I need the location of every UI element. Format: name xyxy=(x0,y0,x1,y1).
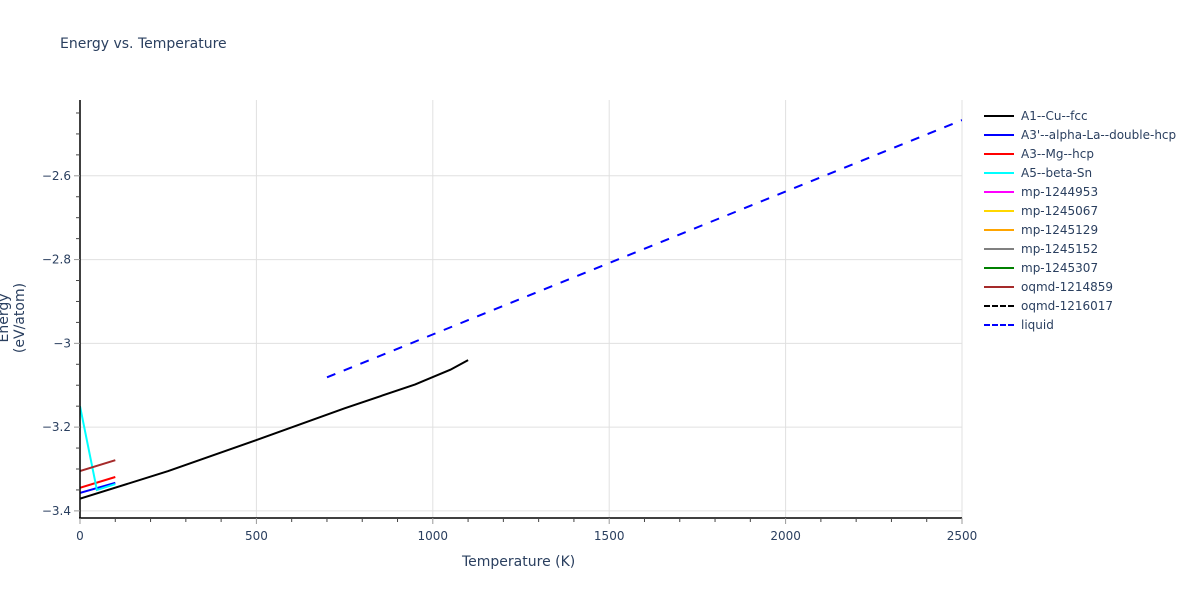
legend-item[interactable]: mp-1245307 xyxy=(984,258,1176,277)
y-tick-label: −3.4 xyxy=(42,504,71,518)
x-axis-label: Temperature (K) xyxy=(462,554,576,570)
y-tick-label: −3 xyxy=(53,336,71,350)
legend-label: A5--beta-Sn xyxy=(1021,165,1093,180)
series-line[interactable] xyxy=(80,359,469,500)
y-axis-label: Energy (eV/atom) xyxy=(0,282,28,354)
legend-swatch-icon xyxy=(984,285,1014,288)
y-tick-label: −3.2 xyxy=(42,420,71,434)
legend-item[interactable]: A5--beta-Sn xyxy=(984,163,1176,182)
legend: A1--Cu--fcc A3'--alpha-La--double-hcp A3--… xyxy=(984,106,1176,334)
legend-swatch-icon xyxy=(984,209,1014,212)
series-line[interactable] xyxy=(326,119,962,379)
legend-label: A3--Mg--hcp xyxy=(1021,146,1094,161)
legend-label: mp-1245067 xyxy=(1021,203,1099,218)
series-line[interactable] xyxy=(80,481,116,494)
series-lines xyxy=(80,119,962,500)
legend-label: A1--Cu--fcc xyxy=(1021,108,1088,123)
legend-item[interactable]: A1--Cu--fcc xyxy=(984,106,1176,125)
chart-title: Energy vs. Temperature xyxy=(60,36,227,52)
legend-label: liquid xyxy=(1021,317,1054,332)
legend-label: oqmd-1214859 xyxy=(1021,279,1114,294)
legend-label: oqmd-1216017 xyxy=(1021,298,1114,313)
legend-item[interactable]: oqmd-1214859 xyxy=(984,277,1176,296)
legend-swatch-icon xyxy=(984,304,1014,307)
legend-label: A3'--alpha-La--double-hcp xyxy=(1021,127,1177,142)
series-line[interactable] xyxy=(80,476,116,489)
legend-label: mp-1245129 xyxy=(1021,222,1099,237)
x-tick-label: 1500 xyxy=(594,529,625,543)
legend-swatch-icon xyxy=(984,133,1014,136)
legend-item[interactable]: A3--Mg--hcp xyxy=(984,144,1176,163)
x-tick-label: 0 xyxy=(76,529,84,543)
legend-swatch-icon xyxy=(984,247,1014,250)
series-line[interactable] xyxy=(80,459,116,473)
legend-swatch-icon xyxy=(984,323,1014,326)
x-tick-label: 1000 xyxy=(418,529,449,543)
legend-item[interactable]: oqmd-1216017 xyxy=(984,296,1176,315)
legend-item[interactable]: mp-1245152 xyxy=(984,239,1176,258)
gridlines xyxy=(80,100,963,518)
legend-item[interactable]: mp-1245129 xyxy=(984,220,1176,239)
legend-item[interactable]: A3'--alpha-La--double-hcp xyxy=(984,125,1176,144)
y-tick-label: −2.8 xyxy=(42,253,71,267)
legend-swatch-icon xyxy=(984,190,1014,193)
legend-swatch-icon xyxy=(984,266,1014,269)
legend-label: mp-1245307 xyxy=(1021,260,1099,275)
legend-swatch-icon xyxy=(984,228,1014,231)
legend-swatch-icon xyxy=(984,152,1014,155)
x-tick-label: 2000 xyxy=(770,529,801,543)
legend-swatch-icon xyxy=(984,171,1014,174)
axes: 0 500 1000 1500 2000 2500 −3.4 −3.2 −3 −2.8 −2.6 xyxy=(42,100,977,543)
x-tick-label: 500 xyxy=(245,529,268,543)
legend-swatch-icon xyxy=(984,114,1014,117)
x-tick-label: 2500 xyxy=(947,529,978,543)
legend-label: mp-1244953 xyxy=(1021,184,1099,199)
legend-item[interactable]: mp-1245067 xyxy=(984,201,1176,220)
legend-label: mp-1245152 xyxy=(1021,241,1099,256)
series-line[interactable] xyxy=(80,406,116,492)
legend-item[interactable]: liquid xyxy=(984,315,1176,334)
y-tick-label: −2.6 xyxy=(42,169,71,183)
legend-item[interactable]: mp-1244953 xyxy=(984,182,1176,201)
